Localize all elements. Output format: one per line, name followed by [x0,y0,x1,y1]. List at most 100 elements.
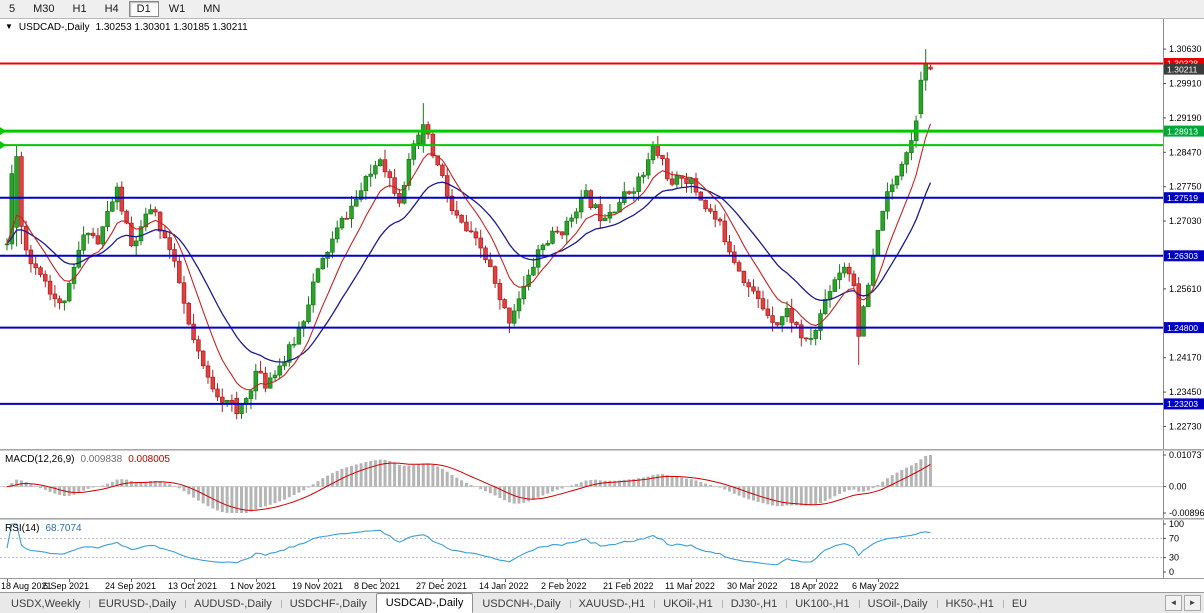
price-badge: 1.26303 [1164,250,1204,262]
chart-tab-usoil-daily[interactable]: USOil-,Daily [858,595,937,613]
timeframe-toolbar: 5 M30 H1 H4 D1 W1 MN [0,0,1204,19]
date-axis-tick [505,579,506,582]
rsi-line [6,523,931,566]
chart-tab-bar: USDX,Weekly EURUSD-,Daily AUDUSD-,Daily USD… [0,592,1204,613]
tab-scroll-controls: ◄ ► [1162,595,1204,613]
svg-text:1.30211: 1.30211 [1167,64,1198,74]
price-badge: 1.27519 [1164,192,1204,204]
rsi-pane[interactable]: 100 70 30 0 RSI(14) 68.7074 [0,520,1204,578]
main-chart-pane[interactable]: 1.30630 1.29910 1.29190 1.28470 1.27750 1.270… [0,19,1204,449]
price-axis-label: 1.27750 [1169,182,1202,192]
macd-header: MACD(12,26,9) 0.009838 0.008005 [5,454,170,465]
date-axis-tick [194,579,195,582]
date-axis-label: 6 Sep 2021 [43,581,90,591]
price-axis-label: 1.30630 [1169,44,1202,54]
date-axis-tick [442,579,443,582]
timeframe-w1-button[interactable]: W1 [168,3,186,15]
macd-main-value: 0.009838 [80,454,123,465]
chart-header: ▼ USDCAD-,Daily 1.30253 1.30301 1.30185 … [5,22,248,33]
svg-text:1.24800: 1.24800 [1167,323,1198,333]
date-axis-label: 18 Aug 2021 [1,581,52,591]
pane-splitter[interactable] [0,449,1204,451]
chart-tab-usdx-weekly[interactable]: USDX,Weekly [11,598,81,610]
date-axis-label: 30 Mar 2022 [727,581,778,591]
date-axis-tick [69,579,70,582]
macd-canvas[interactable]: 0.01073 0.00 -0.00896 [0,451,1204,518]
chart-tab-eurusd-daily[interactable]: EURUSD-,Daily [89,595,185,613]
chart-tab-dj30-h1[interactable]: DJ30-,H1 [721,595,786,613]
price-badge: 1.30211 [1164,63,1204,75]
macd-pane[interactable]: 0.01073 0.00 -0.00896 MACD(12,26,9) 0.0098… [0,451,1204,518]
date-axis-tick [816,579,817,582]
date-axis-label: 27 Dec 2021 [416,581,468,591]
date-axis-tick [878,579,879,582]
price-badge: 1.28913 [1164,125,1204,137]
chart-tab-eu[interactable]: EU [1002,595,1036,613]
price-axis-label: 1.24170 [1169,353,1202,363]
macd-axis-label: 0.00 [1169,482,1187,492]
chart-tab-hk50-h1[interactable]: HK50-,H1 [936,595,1003,613]
chart-tab-usdcad-daily[interactable]: USDCAD-,Daily [375,593,474,613]
price-badge: 1.24800 [1164,322,1204,334]
date-axis-label: 21 Feb 2022 [603,581,654,591]
tab-scroll-right-button[interactable]: ► [1184,595,1201,611]
date-axis-tick [567,579,568,582]
svg-text:1.26303: 1.26303 [1167,251,1198,261]
date-axis-label: 8 Dec 2021 [354,581,401,591]
date-axis-tick [131,579,132,582]
macd-signal-line [6,462,931,511]
rsi-axis-label: 0 [1169,567,1174,577]
hline-left-marker-icon [0,127,6,136]
macd-signal-value: 0.008005 [128,454,170,465]
macd-axis-label: 0.01073 [1169,451,1202,460]
date-axis-label: 1 Nov 2021 [230,581,277,591]
timeframe-mn-button[interactable]: MN [203,3,221,15]
date-axis-tick [691,579,692,582]
chart-tab-uk100-h1[interactable]: UK100-,H1 [786,595,858,613]
date-axis-label: 24 Sep 2021 [105,581,157,591]
timeframe-d1-button[interactable]: D1 [128,1,159,17]
svg-text:1.23203: 1.23203 [1167,399,1198,409]
macd-axis-label: -0.00896 [1169,508,1204,518]
main-chart-canvas[interactable]: 1.30630 1.29910 1.29190 1.28470 1.27750 1.270… [0,19,1204,449]
hline-left-marker-icon [0,141,6,150]
timeframe-5-button[interactable]: 5 [9,3,16,15]
chart-region: 1.30630 1.29910 1.29190 1.28470 1.27750 1.270… [0,19,1204,592]
price-axis-label: 1.22730 [1169,422,1202,432]
timeframe-h4-button[interactable]: H4 [104,3,119,15]
date-axis-tick [629,579,630,582]
macd-label: MACD(12,26,9) [5,454,75,465]
timeframe-m30-button[interactable]: M30 [33,3,55,15]
date-axis-label: 13 Oct 2021 [168,581,218,591]
timeframe-h1-button[interactable]: H1 [72,3,87,15]
svg-text:1.28913: 1.28913 [1167,126,1198,136]
rsi-label: RSI(14) [5,523,40,534]
date-axis-label: 19 Nov 2021 [292,581,344,591]
tab-scroll-left-button[interactable]: ◄ [1165,595,1182,611]
chart-tab-usdchf-daily[interactable]: USDCHF-,Daily [280,595,376,613]
svg-text:1.27519: 1.27519 [1167,193,1198,203]
rsi-axis-label: 30 [1169,553,1179,563]
chart-tab-audusd-daily[interactable]: AUDUSD-,Daily [185,595,281,613]
pane-splitter[interactable] [0,518,1204,520]
date-axis-label: 14 Jan 2022 [479,581,529,591]
collapse-chart-icon[interactable]: ▼ [5,22,13,31]
date-axis-tick [380,579,381,582]
chart-tab-ukoil-h1[interactable]: UKOil-,H1 [654,595,722,613]
chart-tab-usdcnh-daily[interactable]: USDCNH-,Daily [482,598,561,610]
date-axis[interactable]: 18 Aug 2021 6 Sep 2021 24 Sep 2021 13 Oct 2… [0,578,1204,592]
rsi-axis-label: 100 [1169,520,1184,529]
price-badge: 1.23203 [1164,398,1204,410]
rsi-value: 68.7074 [45,523,82,534]
chart-tabs: USDX,Weekly EURUSD-,Daily AUDUSD-,Daily USD… [0,592,1162,613]
ma-fast-line [6,123,932,391]
rsi-axis-label: 70 [1169,533,1179,543]
date-axis-tick [256,579,257,582]
price-axis-label: 1.27030 [1169,216,1202,226]
price-axis-label: 1.23450 [1169,387,1202,397]
price-axis-label: 1.29190 [1169,113,1202,123]
chart-tab-xauusd-h1[interactable]: XAUUSD-,H1 [569,595,655,613]
date-axis-tick [753,579,754,582]
rsi-canvas[interactable]: 100 70 30 0 [0,520,1204,578]
